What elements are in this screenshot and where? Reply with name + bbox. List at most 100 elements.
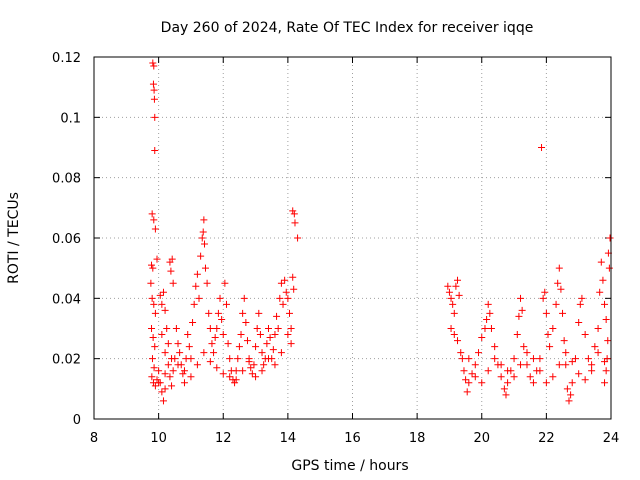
x-tick-label: 8 xyxy=(90,431,98,446)
data-point xyxy=(264,325,272,332)
data-point xyxy=(287,325,295,332)
data-point xyxy=(544,331,552,339)
data-point xyxy=(158,331,166,339)
data-point xyxy=(205,309,213,317)
data-point xyxy=(562,361,570,369)
data-point xyxy=(151,147,159,155)
data-point xyxy=(510,373,518,381)
data-point xyxy=(172,325,180,332)
data-point xyxy=(150,216,158,224)
data-point xyxy=(287,340,295,348)
data-point xyxy=(271,361,279,369)
data-point xyxy=(269,346,277,354)
data-point xyxy=(193,361,201,369)
data-point xyxy=(500,385,508,393)
data-point xyxy=(208,340,216,348)
data-point xyxy=(542,309,550,317)
data-point xyxy=(200,216,208,224)
data-point xyxy=(243,337,251,345)
data-point xyxy=(150,86,158,94)
data-point xyxy=(542,379,550,387)
data-point xyxy=(465,379,473,387)
data-point xyxy=(260,361,268,369)
data-point xyxy=(151,309,159,317)
data-point xyxy=(481,325,489,332)
data-point xyxy=(258,349,266,357)
data-point xyxy=(245,358,253,366)
data-point xyxy=(253,325,261,332)
data-point xyxy=(457,349,465,357)
data-point xyxy=(153,376,161,384)
data-point xyxy=(192,282,200,290)
data-point xyxy=(185,343,193,351)
data-point xyxy=(155,367,163,375)
data-point xyxy=(153,255,161,263)
data-point xyxy=(148,325,156,332)
data-point xyxy=(168,255,176,263)
data-point xyxy=(445,288,453,296)
data-point xyxy=(594,325,602,332)
data-point xyxy=(517,294,525,302)
data-point xyxy=(536,367,544,375)
data-point xyxy=(158,388,166,396)
data-point xyxy=(463,388,471,396)
data-point xyxy=(526,373,534,381)
data-points xyxy=(147,59,614,405)
data-point xyxy=(523,349,531,357)
data-point xyxy=(554,279,562,287)
data-point xyxy=(454,276,462,284)
data-point xyxy=(159,288,167,296)
data-point xyxy=(571,355,579,363)
data-point xyxy=(468,370,476,378)
x-tick-label: 10 xyxy=(150,431,167,446)
data-point xyxy=(478,379,486,387)
x-axis-title: GPS time / hours xyxy=(291,458,408,474)
chart-title: Day 260 of 2024, Rate Of TEC Index for r… xyxy=(161,20,534,36)
data-point xyxy=(150,364,158,372)
data-point xyxy=(167,267,175,275)
data-point xyxy=(187,373,195,381)
data-point xyxy=(510,355,518,363)
data-point xyxy=(546,343,554,351)
data-point xyxy=(483,315,491,323)
data-point xyxy=(606,234,614,242)
data-point xyxy=(290,210,298,218)
data-point xyxy=(239,367,247,375)
axes: 8 10 12 14 16 18 20 22 24 0 0.02 0.04 0.06 0.08 0.1 0.1… xyxy=(52,51,619,446)
data-point xyxy=(513,331,521,339)
data-point xyxy=(264,355,272,363)
data-point xyxy=(174,361,182,369)
data-point xyxy=(242,318,250,326)
data-point xyxy=(581,376,589,384)
data-point xyxy=(161,349,169,357)
data-point xyxy=(193,270,201,278)
data-point xyxy=(226,373,234,381)
x-tick-label: 18 xyxy=(409,431,426,446)
data-point xyxy=(148,210,156,218)
data-point xyxy=(214,309,222,317)
data-point xyxy=(567,391,575,399)
y-axis-title: ROTI / TECUs xyxy=(6,192,22,284)
data-point xyxy=(169,367,177,375)
data-point xyxy=(201,264,209,272)
data-point xyxy=(248,370,256,378)
data-point xyxy=(180,379,188,387)
data-point xyxy=(151,113,159,121)
data-point xyxy=(504,367,512,375)
data-point xyxy=(588,361,596,369)
data-point xyxy=(517,361,525,369)
data-point xyxy=(216,294,224,302)
data-point xyxy=(149,334,157,342)
data-point xyxy=(211,334,219,342)
data-point xyxy=(591,343,599,351)
data-point xyxy=(596,288,604,296)
data-point xyxy=(497,373,505,381)
data-point xyxy=(588,367,596,375)
data-point xyxy=(148,261,156,269)
data-point xyxy=(560,337,568,345)
data-point xyxy=(555,361,563,369)
data-point xyxy=(576,300,584,308)
data-point xyxy=(471,361,479,369)
data-point xyxy=(168,382,176,390)
data-point xyxy=(450,309,458,317)
